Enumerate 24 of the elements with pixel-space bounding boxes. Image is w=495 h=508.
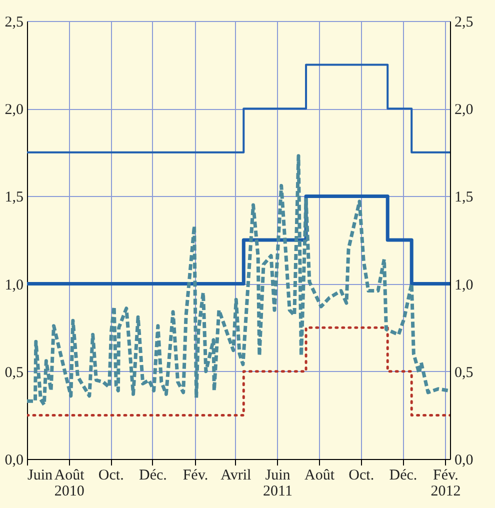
- x-tick-label: Juin: [28, 468, 54, 484]
- x-tick-label: Oct.: [98, 468, 124, 484]
- y2-tick-label: 1,0: [454, 277, 474, 294]
- x-tick-label: Avril: [220, 468, 252, 484]
- y-tick-label: 0,0: [4, 452, 24, 468]
- y2-tick-label: 0,0: [454, 452, 474, 468]
- y2-tick-label: 1,5: [454, 190, 474, 206]
- y2-tick-label: 2,0: [454, 102, 474, 118]
- y-tick-label: 2,0: [4, 102, 24, 118]
- line-series: [27, 154, 450, 406]
- y2-tick-label: 0,5: [454, 364, 474, 381]
- x-tick-label: Déc.: [139, 468, 167, 484]
- y2-tick-label: 2,5: [454, 14, 474, 30]
- y-tick-label: 1,0: [4, 277, 24, 294]
- x-tick-label: Fév.: [182, 468, 208, 484]
- y-tick-label: 0,5: [4, 364, 24, 381]
- y-tick-label: 2,5: [4, 14, 24, 30]
- x-tick-label: Oct.: [348, 468, 374, 484]
- x-tick-label: Juin 2011: [263, 468, 292, 500]
- x-tick-label: Fév. 2012: [430, 468, 461, 500]
- x-tick-label: Déc.: [389, 468, 418, 484]
- x-tick-label: Août 2010: [54, 468, 86, 500]
- y-tick-label: 1,5: [4, 190, 24, 206]
- x-tick-label: Août: [304, 468, 336, 484]
